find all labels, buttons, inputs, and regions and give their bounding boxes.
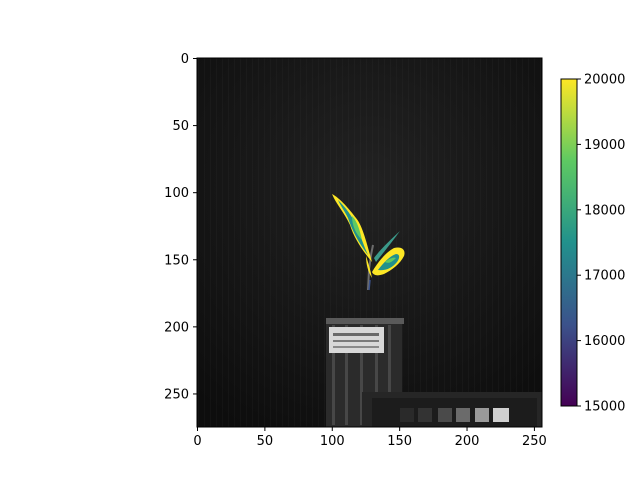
colorbar-tick-label: 20000 [584,73,625,88]
colorbar-tick-label: 16000 [584,334,625,349]
y-tick-label: 250 [164,387,189,402]
y-tick-label: 100 [164,186,189,201]
colorbar: 15000 16000 17000 18000 19000 20000 [560,73,625,415]
plant-stem [367,244,374,291]
colorbar-tick-label: 18000 [584,203,625,218]
plant-overlay [332,194,405,291]
heatmap-image [197,58,542,427]
colorbar-ticks: 15000 16000 17000 18000 19000 20000 [577,73,625,415]
colorbar-tick-label: 19000 [584,138,625,153]
colorbar-tick-label: 17000 [584,269,625,284]
y-tick-label: 50 [172,119,189,134]
colorbar-tick-label: 15000 [584,400,625,415]
x-tick-label: 50 [257,434,274,449]
x-axis-ticks: 0 50 100 150 200 250 [193,427,547,449]
y-tick-label: 200 [164,320,189,335]
y-axis-ticks: 0 50 100 150 200 250 [164,52,197,402]
x-tick-label: 200 [455,434,480,449]
leaf-tip-thin [374,231,400,262]
axes-frame [196,57,543,428]
x-tick-label: 250 [522,434,547,449]
x-tick-label: 0 [193,434,201,449]
x-tick-label: 150 [387,434,412,449]
y-tick-label: 0 [181,52,189,67]
colorbar-gradient [560,78,578,407]
x-tick-label: 100 [320,434,345,449]
y-tick-label: 150 [164,253,189,268]
reference-card [362,392,542,427]
